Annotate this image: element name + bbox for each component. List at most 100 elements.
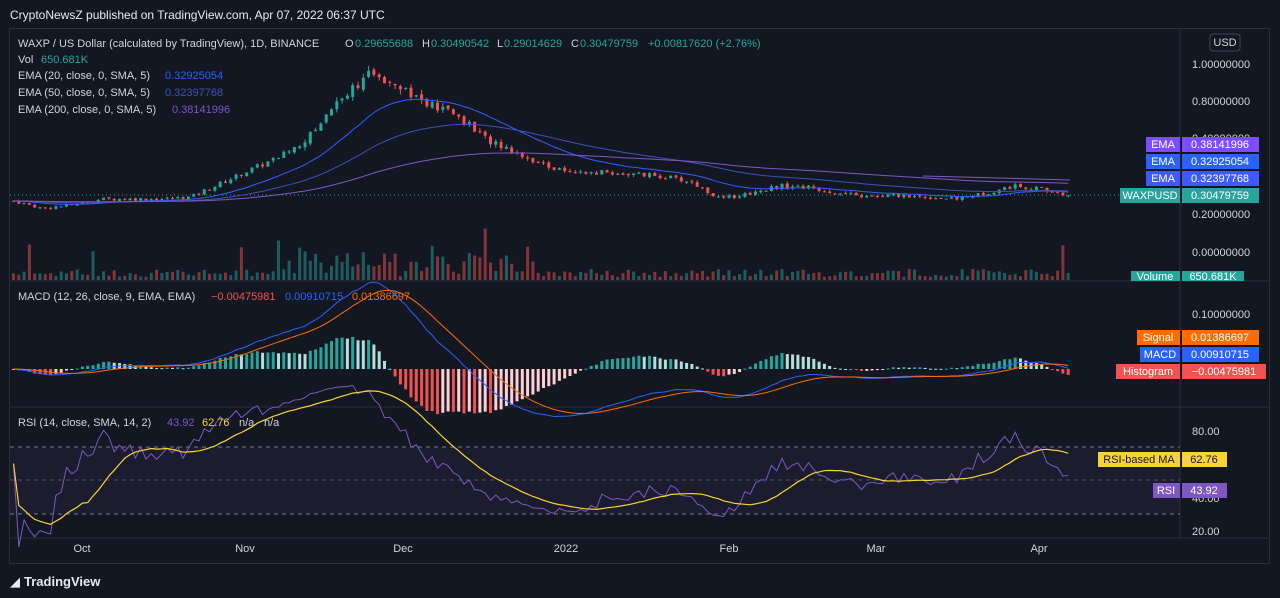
candle-body (669, 175, 673, 179)
volume-bar (669, 276, 673, 280)
histogram-bar (838, 368, 842, 370)
ohlc-h: 0.30490542 (431, 38, 489, 50)
histogram-bar (610, 359, 614, 369)
candle-body (165, 197, 169, 199)
volume-bar (844, 271, 848, 280)
histogram-bar (669, 359, 673, 369)
volume-bar (605, 270, 609, 280)
histogram-bar (277, 353, 280, 369)
histogram-bar (75, 368, 79, 370)
candle-body (49, 207, 53, 209)
trading-chart[interactable]: WAXP / US Dollar (calculated by TradingV… (0, 28, 1280, 566)
histogram-bar (197, 365, 201, 369)
histogram-bar (796, 354, 800, 369)
volume-bar (59, 271, 63, 280)
histogram-bar (298, 353, 302, 369)
volume-bar (473, 255, 477, 280)
volume-bar (711, 271, 715, 280)
histogram-bar (526, 369, 530, 397)
signal-line (13, 290, 1069, 414)
candle-body (833, 193, 837, 195)
volume-bar (176, 269, 180, 280)
volume-bar (229, 275, 233, 280)
candle-body (282, 151, 286, 158)
volume-bar (807, 274, 810, 280)
histogram-bar (287, 353, 291, 369)
svg-text:43.92: 43.92 (1190, 485, 1218, 497)
volume-bar (107, 275, 111, 280)
candle-body (775, 186, 779, 189)
candle-body (870, 195, 874, 197)
volume-bar (33, 273, 37, 280)
svg-text:0.30479759: 0.30479759 (1191, 190, 1249, 202)
volume-bar (971, 269, 975, 280)
volume-bar (939, 275, 943, 280)
candle-body (568, 170, 572, 172)
histogram-bar (404, 369, 408, 390)
volume-bar (186, 274, 190, 280)
candle-body (266, 161, 270, 167)
histogram-bar (632, 356, 636, 369)
histogram-bar (171, 367, 174, 369)
histogram-bar (91, 365, 95, 369)
candle-body (234, 174, 238, 179)
volume-bar (139, 276, 143, 280)
candle-body (589, 171, 593, 174)
volume-bar (584, 273, 588, 280)
ema200-line (13, 152, 1069, 203)
candle-body (865, 196, 869, 198)
candle-body (1008, 187, 1012, 189)
volume-bar (944, 276, 948, 280)
candle-body (944, 198, 948, 200)
volume-bar (436, 256, 439, 280)
candle-body (451, 109, 455, 115)
volume-bar (563, 271, 567, 280)
volume-bar (536, 272, 540, 280)
rsi-label: RSI (14, close, SMA, 14, 2) (18, 417, 151, 429)
volume-bar (918, 275, 922, 280)
histogram-bar (70, 369, 74, 370)
volume-bar (817, 272, 821, 280)
volume-bar (891, 270, 895, 280)
volume-bar (1056, 270, 1060, 280)
candle-body (584, 172, 588, 174)
histogram-bar (891, 367, 895, 369)
histogram-bar (934, 368, 938, 370)
histogram-bar (457, 369, 461, 412)
tradingview-logo[interactable]: ◢ TradingView (10, 574, 100, 590)
candle-body (542, 162, 545, 164)
svg-text:MACD: MACD (1144, 349, 1176, 361)
histogram-bar (271, 352, 275, 369)
volume-bar (499, 258, 503, 280)
volume-bar (234, 270, 238, 280)
candle-body (600, 170, 604, 175)
candle-body (976, 193, 980, 197)
vol-value: 650.681K (41, 54, 89, 66)
volume-bar (266, 273, 270, 280)
candle-body (186, 196, 190, 200)
volume-bar (701, 270, 704, 280)
candle-body (732, 195, 736, 198)
volume-bar (828, 276, 832, 280)
candle-body (292, 146, 296, 153)
candle-body (860, 195, 863, 198)
histogram-bar (531, 369, 535, 395)
histogram-bar (393, 369, 397, 377)
svg-text:EMA: EMA (1151, 173, 1176, 185)
histogram-bar (149, 367, 153, 369)
volume-bar (796, 270, 800, 280)
volume-bar (282, 269, 286, 280)
svg-text:0.38141996: 0.38141996 (1191, 139, 1249, 151)
volume-bar (330, 265, 333, 280)
svg-text:EMA: EMA (1151, 139, 1176, 151)
histogram-bar (971, 365, 975, 369)
volume-bar (1061, 245, 1065, 280)
candle-body (610, 172, 614, 175)
histogram-bar (822, 363, 826, 369)
currency-button[interactable] (1209, 33, 1241, 52)
candle-body (563, 167, 567, 171)
candle-body (335, 101, 339, 110)
histogram-bar (420, 369, 424, 406)
volume-bar (478, 257, 482, 280)
volume-bar (679, 275, 683, 280)
